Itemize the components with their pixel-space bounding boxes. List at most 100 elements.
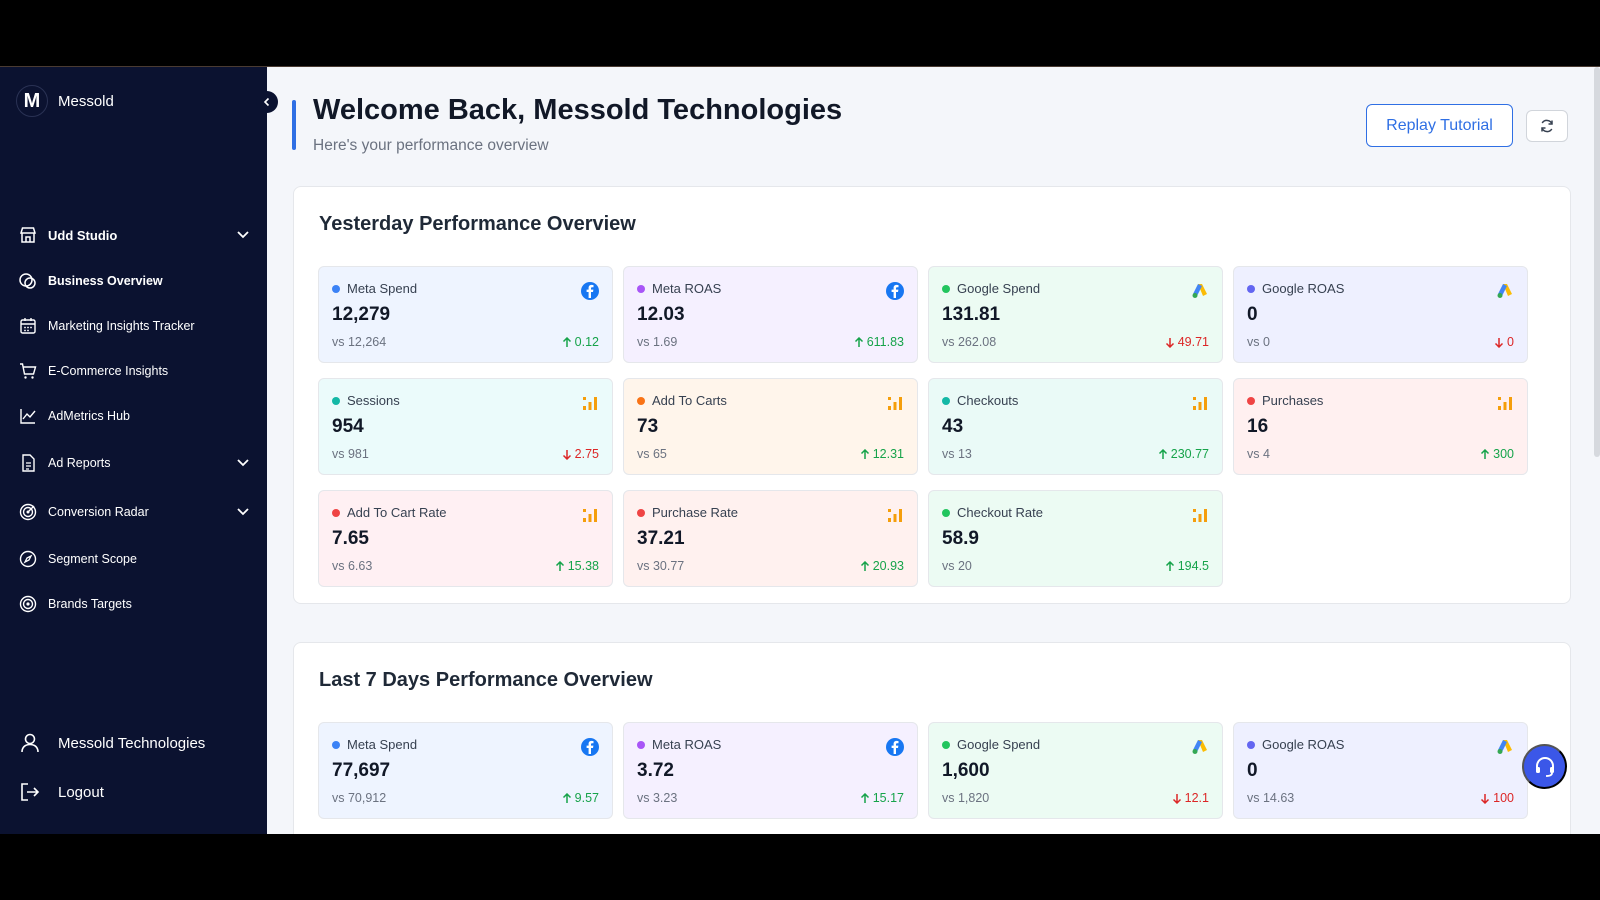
replay-tutorial-button[interactable]: Replay Tutorial [1366,104,1513,147]
sidebar-item-label: E-Commerce Insights [48,364,169,378]
metric-label: Meta ROAS [637,281,721,296]
status-dot [332,396,340,405]
metric-value: 73 [637,416,659,437]
bar-chart-icon [1190,393,1210,413]
metric-card[interactable]: Purchases 16 vs 4 300 [1233,378,1528,475]
metric-card[interactable]: Sessions 954 vs 981 2.75 [318,378,613,475]
metric-name: Sessions [347,393,400,408]
metric-value: 3.72 [637,760,674,781]
sidebar-item-conversion-radar[interactable]: Conversion Radar [18,500,250,524]
metric-card[interactable]: Meta ROAS 12.03 vs 1.69 611.83 [623,266,918,363]
status-dot [637,508,645,517]
metric-change: 12.1 [1172,791,1209,805]
metric-label: Purchase Rate [637,505,738,520]
app-frame: M Messold Udd Studio Business Overview [0,67,1600,834]
metric-change-value: 12.1 [1184,791,1209,805]
metric-change-value: 0.12 [574,335,599,349]
metric-card[interactable]: Purchase Rate 37.21 vs 30.77 20.93 [623,490,918,587]
sidebar-item-admetrics-hub[interactable]: AdMetrics Hub [18,404,250,428]
arrow-up-icon [1165,560,1175,572]
sidebar-item-label: Brands Targets [48,597,132,611]
metric-card[interactable]: Google ROAS 0 vs 0 0 [1233,266,1528,363]
metric-card[interactable]: Meta ROAS 3.72 vs 3.23 15.17 [623,722,918,819]
metric-change-value: 100 [1493,791,1514,805]
bar-chart-icon [580,393,600,413]
status-dot [942,508,950,517]
metric-change-value: 0 [1507,335,1514,349]
scrollbar[interactable] [1594,67,1600,457]
arrow-down-icon [562,449,572,460]
arrow-up-icon [562,336,572,348]
status-dot [942,396,950,405]
arrow-down-icon [1165,337,1175,348]
metric-name: Google ROAS [1262,737,1345,752]
metric-change-value: 49.71 [1177,335,1209,349]
brand[interactable]: M Messold [16,85,114,117]
status-dot [637,284,645,293]
metric-label: Meta ROAS [637,737,721,752]
sidebar-item-brands-targets[interactable]: Brands Targets [18,592,250,616]
overview-icon [18,271,38,291]
metric-change: 300 [1480,447,1514,461]
arrow-up-icon [562,792,572,804]
sidebar-item-ad-reports[interactable]: Ad Reports [18,451,250,475]
support-chat-button[interactable] [1522,744,1567,789]
user-profile[interactable]: Messold Technologies [18,731,205,755]
store-icon [18,225,38,245]
metric-value: 12,279 [332,304,391,325]
bar-chart-icon [580,505,600,525]
metric-comparison: vs 1.69 [637,335,678,349]
page-subtitle: Here's your performance overview [313,137,549,154]
metric-name: Meta ROAS [652,737,722,752]
page-title: Welcome Back, Messold Technologies [313,94,843,126]
sidebar-item-ecommerce-insights[interactable]: E-Commerce Insights [18,359,250,383]
metric-card[interactable]: Google Spend 1,600 vs 1,820 12.1 [928,722,1223,819]
metric-card[interactable]: Google ROAS 0 vs 14.63 100 [1233,722,1528,819]
metric-card[interactable]: Google Spend 131.81 vs 262.08 49.71 [928,266,1223,363]
metric-change-value: 9.57 [574,791,599,805]
collapse-sidebar-button[interactable] [256,91,278,113]
metric-comparison: vs 14.63 [1247,791,1295,805]
store-selector[interactable]: Udd Studio [18,223,250,247]
metric-card[interactable]: Add To Cart Rate 7.65 vs 6.63 15.38 [318,490,613,587]
logout-label: Logout [58,783,104,801]
sidebar-item-label: Business Overview [48,274,163,288]
metric-value: 77,697 [332,760,391,781]
sidebar-item-segment-scope[interactable]: Segment Scope [18,547,250,571]
radar-icon [18,502,38,522]
metric-value: 16 [1247,416,1269,437]
metric-label: Add To Cart Rate [332,505,446,520]
refresh-button[interactable] [1526,110,1568,142]
metric-label: Meta Spend [332,737,417,752]
status-dot [637,740,645,749]
google-ads-icon [1190,737,1210,757]
metric-name: Meta Spend [347,281,418,296]
sidebar-item-marketing-insights-tracker[interactable]: Marketing Insights Tracker [18,314,250,338]
metric-change-value: 230.77 [1170,447,1209,461]
arrow-up-icon [555,560,565,572]
metric-label: Sessions [332,393,400,408]
headset-icon [1535,756,1554,777]
section-title: Last 7 Days Performance Overview [319,669,653,691]
metric-name: Purchases [1262,393,1324,408]
target-icon [18,594,38,614]
bar-chart-icon [885,393,905,413]
metric-card[interactable]: Checkouts 43 vs 13 230.77 [928,378,1223,475]
metric-name: Google ROAS [1262,281,1345,296]
status-dot [332,284,340,293]
metric-label: Add To Carts [637,393,727,408]
sidebar-item-business-overview[interactable]: Business Overview [18,269,250,293]
metric-change: 15.17 [860,791,904,805]
metric-change-value: 300 [1493,447,1514,461]
bar-chart-icon [1190,505,1210,525]
logout-button[interactable]: Logout [18,780,104,804]
metric-card[interactable]: Checkout Rate 58.9 vs 20 194.5 [928,490,1223,587]
metric-card[interactable]: Add To Carts 73 vs 65 12.31 [623,378,918,475]
chevron-down-icon [236,504,250,521]
arrow-down-icon [1480,793,1490,804]
chevron-down-icon [236,227,250,244]
metric-card[interactable]: Meta Spend 77,697 vs 70,912 9.57 [318,722,613,819]
title-accent-bar [292,100,296,150]
metric-card[interactable]: Meta Spend 12,279 vs 12,264 0.12 [318,266,613,363]
compass-icon [18,549,38,569]
